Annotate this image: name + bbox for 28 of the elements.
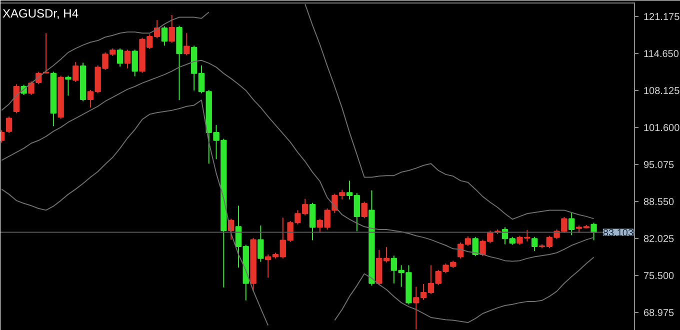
candlestick <box>309 202 316 241</box>
candlestick <box>472 236 478 257</box>
candlestick <box>124 49 131 69</box>
candlestick <box>161 26 168 46</box>
candlestick <box>184 32 190 56</box>
candlestick <box>531 236 538 252</box>
y-tick-label: 88.550 <box>644 196 675 208</box>
candlestick <box>65 75 72 96</box>
candlestick <box>6 116 12 134</box>
candlestick <box>590 222 597 241</box>
candlestick <box>72 62 79 82</box>
y-tick-label: 75.500 <box>644 270 675 282</box>
y-tick-label: 101.600 <box>644 122 680 134</box>
y-tick-label: 68.975 <box>644 308 675 319</box>
candlestick <box>258 225 264 262</box>
line-series <box>1 60 594 262</box>
y-tick-label: 82.025 <box>644 234 675 245</box>
y-tick-label: 114.650 <box>644 48 680 60</box>
candlestick <box>568 212 575 236</box>
chart-title: XAGUSDr, H4 <box>2 6 79 20</box>
y-tick-label: 121.175 <box>644 12 680 23</box>
candlestick <box>168 14 175 44</box>
candlestick <box>132 49 138 77</box>
y-tick-label: 108.125 <box>644 86 680 97</box>
candlestick <box>28 80 34 96</box>
candlestick <box>116 48 124 68</box>
y-tick-label: 95.075 <box>644 160 675 171</box>
candlestick <box>361 201 368 219</box>
